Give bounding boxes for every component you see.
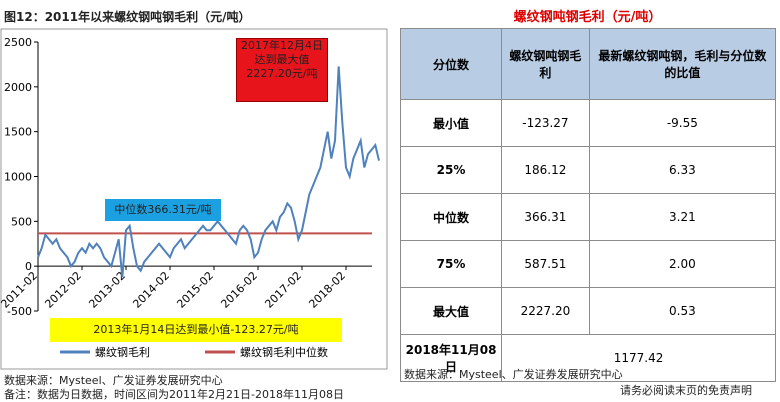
x-tick-label: 2014-02 [130, 269, 172, 311]
table-row: 中位数 366.31 3.21 [399, 193, 777, 241]
table-row: 最大值 2227.20 0.53 [399, 287, 777, 335]
y-tick-label: 1500 [4, 126, 32, 139]
table-cell: 1177.42 [501, 334, 776, 382]
max-annotation: 2017年12月4日达到最大值2227.20元/吨 [236, 38, 328, 102]
table-title: 螺纹钢吨钢毛利（元/吨） [513, 10, 662, 25]
table-cell: -123.27 [501, 99, 590, 147]
x-tick-label: 2012-02 [42, 269, 84, 311]
table-cell: 2227.20 [501, 287, 590, 335]
table-cell: 最小值 [399, 99, 503, 147]
header-row: 分位数 螺纹钢吨钢毛利 最新螺纹钢吨钢，毛利与分位数的比值 [399, 28, 777, 100]
table-cell: 75% [399, 240, 503, 288]
y-tick-label: 2500 [4, 36, 32, 49]
x-tick-label: 2015-02 [174, 269, 216, 311]
header-cell: 螺纹钢吨钢毛利 [501, 28, 590, 100]
table-cell: 0.53 [588, 287, 777, 335]
x-tick-label: 2017-02 [262, 269, 304, 311]
chart-title: 图12：2011年以来螺纹钢吨钢毛利（元/吨） [4, 10, 251, 24]
y-tick-label: 500 [11, 215, 32, 228]
table-cell: -9.55 [588, 99, 777, 147]
y-tick-label: -500 [7, 305, 32, 318]
table-cell: 3.21 [588, 193, 777, 241]
table-row: 75% 587.51 2.00 [399, 240, 777, 288]
y-tick-label: 1000 [4, 171, 32, 184]
table-row: 2018年11月08日 1177.42 [399, 334, 776, 382]
table-row: 最小值 -123.27 -9.55 [399, 99, 777, 147]
legend-label: 螺纹钢毛利 [95, 345, 150, 359]
legend-label: 螺纹钢毛利中位数 [240, 345, 328, 359]
min-annotation: 2013年1月14日达到最小值-123.27元/吨 [50, 318, 342, 342]
table-cell: 最大值 [399, 287, 503, 335]
table-cell: 2018年11月08日 [399, 334, 503, 382]
table-row: 25% 186.12 6.33 [399, 146, 777, 194]
table-cell: 366.31 [501, 193, 590, 241]
table-cell: 25% [399, 146, 503, 194]
table-cell: 2.00 [588, 240, 777, 288]
median-annotation: 中位数366.31元/吨 [105, 199, 221, 221]
y-tick-label: 0 [25, 260, 32, 273]
x-tick-label: 2018-02 [306, 269, 348, 311]
chart-source: 数据来源：Mysteel、广发证券发展研究中心 [4, 374, 223, 387]
table-cell: 中位数 [399, 193, 503, 241]
table-cell: 587.51 [501, 240, 590, 288]
table: 分位数 螺纹钢吨钢毛利 最新螺纹钢吨钢，毛利与分位数的比值 最小值 -123.27 -9.… [399, 28, 777, 382]
disclaimer: 请务必阅读末页的免责声明 [620, 384, 752, 397]
header-cell: 分位数 [399, 28, 503, 100]
line-series [37, 66, 380, 278]
table-cell: 186.12 [501, 146, 590, 194]
header-cell: 最新螺纹钢吨钢，毛利与分位数的比值 [588, 28, 777, 100]
y-tick-label: 2000 [4, 81, 32, 94]
table-source: 数据来源：Mysteel、广发证券发展研究中心 [404, 368, 623, 381]
x-tick-label: 2016-02 [218, 269, 260, 311]
chart-remark: 备注：数据为日数据，时间区间为2011年2月21日-2018年11月08日 [4, 388, 344, 401]
chart-frame [0, 28, 388, 370]
table-cell: 6.33 [588, 146, 777, 194]
